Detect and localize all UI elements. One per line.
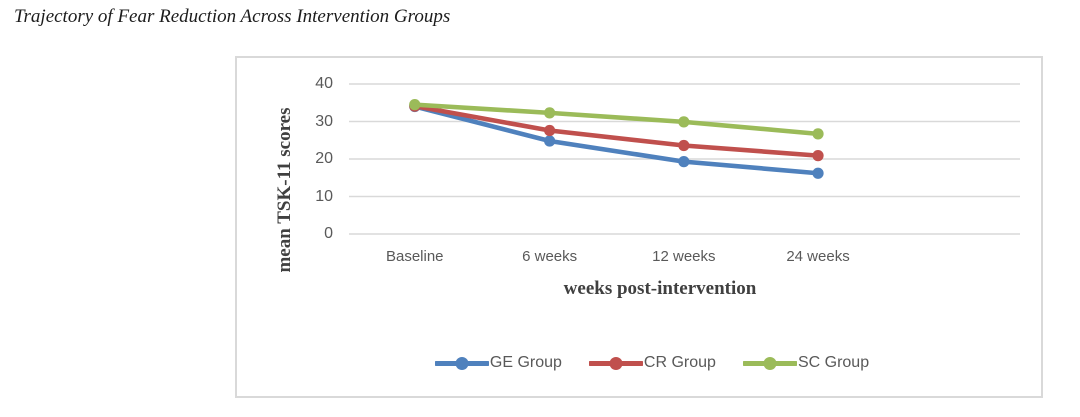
x-axis-title: weeks post-intervention — [563, 278, 757, 299]
data-point-marker — [812, 150, 824, 162]
data-point-marker — [678, 156, 690, 168]
y-axis-tick-label: 0 — [324, 225, 333, 242]
series-line — [412, 102, 821, 137]
x-axis-tick-label: 12 weeks — [652, 248, 716, 265]
plot-area — [349, 83, 1020, 235]
legend-label: GE Group — [489, 354, 562, 371]
data-point-marker — [544, 107, 556, 119]
series-line — [412, 103, 821, 158]
data-point-marker — [678, 139, 690, 152]
x-axis-tick-label: 6 weeks — [522, 248, 578, 265]
data-point-marker — [409, 99, 421, 111]
data-point-marker — [812, 128, 824, 140]
series-line — [412, 104, 821, 176]
x-axis-tick-label: Baseline — [385, 248, 444, 265]
legend-label: CR Group — [643, 354, 716, 371]
y-axis-tick-label: 40 — [315, 75, 333, 92]
y-axis-tick-label: 20 — [315, 150, 333, 167]
data-point-marker — [544, 135, 556, 147]
data-point-marker — [678, 116, 690, 128]
y-axis-tick-label: 30 — [315, 112, 333, 130]
legend-item: SC Group — [742, 354, 870, 372]
legend-label: SC Group — [797, 354, 870, 371]
legend-item: CR Group — [588, 354, 716, 372]
legend: GE Group CR Group SC Group — [237, 354, 1041, 372]
legend-item: GE Group — [434, 354, 562, 372]
data-point-marker — [812, 167, 824, 179]
figure-title: Trajectory of Fear Reduction Across Inte… — [14, 6, 451, 27]
legend-line-marker-icon — [742, 356, 797, 370]
y-axis-tick-label: 10 — [315, 187, 333, 205]
legend-line-marker-icon — [588, 356, 643, 370]
legend-line-marker-icon — [434, 356, 489, 370]
data-point-marker — [544, 124, 556, 137]
x-axis-tick-label: 24 weeks — [786, 248, 850, 265]
chart-frame: mean TSK-11 scores weeks post-interventi… — [235, 56, 1043, 398]
